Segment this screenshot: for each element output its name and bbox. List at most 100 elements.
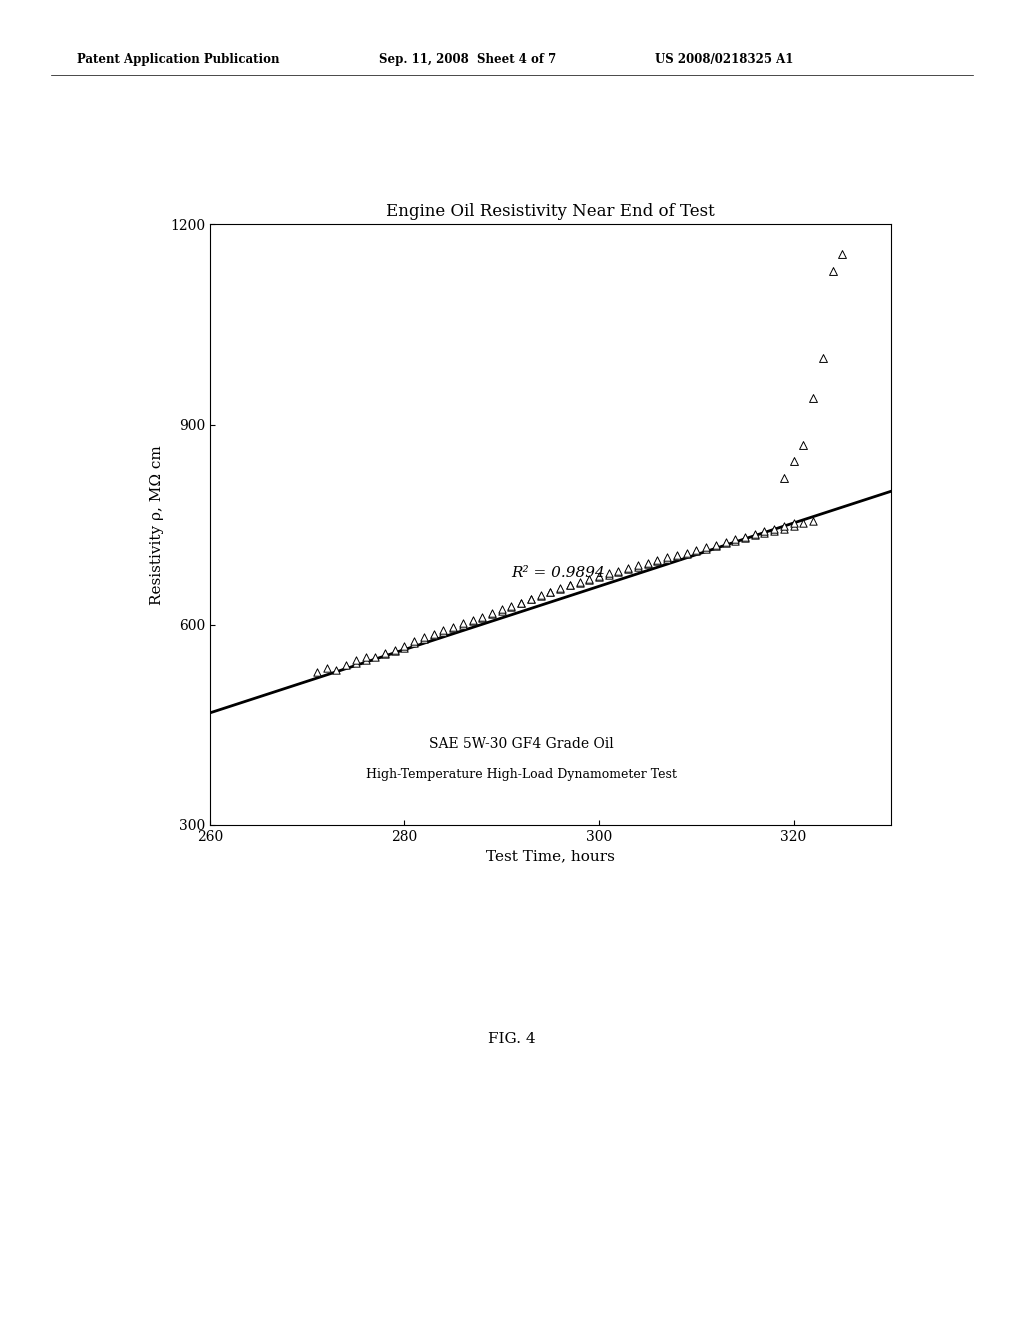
Text: US 2008/0218325 A1: US 2008/0218325 A1 bbox=[655, 53, 794, 66]
Point bbox=[708, 536, 724, 557]
Point bbox=[445, 618, 462, 639]
Point bbox=[416, 627, 432, 648]
Point bbox=[523, 589, 540, 610]
Point bbox=[835, 244, 851, 265]
Point bbox=[571, 572, 588, 593]
Point bbox=[504, 595, 520, 616]
Point bbox=[815, 347, 831, 368]
Point bbox=[659, 548, 676, 569]
Point bbox=[805, 387, 821, 408]
Point bbox=[407, 632, 423, 653]
Point bbox=[621, 558, 637, 579]
Point bbox=[368, 647, 384, 668]
Point bbox=[630, 554, 646, 576]
Point bbox=[630, 556, 646, 577]
Point bbox=[698, 537, 715, 558]
Point bbox=[532, 586, 549, 607]
Point bbox=[357, 649, 374, 671]
Point bbox=[766, 520, 782, 541]
Point bbox=[737, 527, 754, 548]
Point bbox=[543, 582, 559, 603]
Point bbox=[718, 532, 734, 553]
Point bbox=[621, 557, 637, 578]
Point bbox=[562, 574, 579, 595]
Point bbox=[785, 516, 802, 537]
Point bbox=[669, 545, 685, 566]
Text: FIG. 4: FIG. 4 bbox=[488, 1032, 536, 1045]
Point bbox=[426, 624, 442, 645]
Point bbox=[329, 659, 345, 680]
Point bbox=[426, 623, 442, 644]
Point bbox=[504, 597, 520, 618]
Point bbox=[727, 531, 743, 552]
Point bbox=[484, 603, 501, 624]
Point bbox=[396, 638, 413, 659]
Point bbox=[582, 569, 598, 590]
Point bbox=[776, 516, 793, 537]
Point bbox=[805, 510, 821, 531]
Point bbox=[571, 572, 588, 593]
Point bbox=[757, 523, 773, 544]
Point bbox=[796, 512, 812, 533]
Text: SAE 5W-30 GF4 Grade Oil: SAE 5W-30 GF4 Grade Oil bbox=[429, 738, 613, 751]
Point bbox=[708, 535, 724, 556]
Point bbox=[552, 578, 568, 599]
Point bbox=[776, 467, 793, 488]
Point bbox=[776, 519, 793, 540]
Point bbox=[649, 550, 666, 572]
Point bbox=[377, 643, 393, 664]
Point bbox=[688, 541, 705, 562]
Point bbox=[445, 616, 462, 638]
Point bbox=[600, 564, 616, 585]
Point bbox=[387, 640, 403, 661]
Point bbox=[387, 642, 403, 663]
Point bbox=[455, 614, 471, 635]
Point bbox=[348, 652, 365, 673]
Point bbox=[610, 560, 627, 581]
Point bbox=[435, 619, 452, 640]
Point bbox=[494, 599, 510, 620]
Point bbox=[698, 539, 715, 560]
Point bbox=[591, 565, 607, 586]
Point bbox=[688, 540, 705, 561]
Point bbox=[562, 576, 579, 597]
Point bbox=[679, 544, 695, 565]
Title: Engine Oil Resistivity Near End of Test: Engine Oil Resistivity Near End of Test bbox=[386, 203, 715, 220]
Point bbox=[649, 549, 666, 570]
Point bbox=[796, 434, 812, 455]
Point bbox=[824, 260, 841, 281]
Text: Sep. 11, 2008  Sheet 4 of 7: Sep. 11, 2008 Sheet 4 of 7 bbox=[379, 53, 556, 66]
Point bbox=[640, 553, 656, 574]
Point bbox=[727, 529, 743, 550]
Point bbox=[757, 521, 773, 543]
Point bbox=[484, 603, 501, 624]
Point bbox=[523, 589, 540, 610]
Point bbox=[474, 607, 490, 628]
Point bbox=[640, 552, 656, 573]
Point bbox=[513, 593, 529, 614]
Text: High-Temperature High-Load Dynamometer Test: High-Temperature High-Load Dynamometer T… bbox=[366, 768, 677, 781]
Point bbox=[513, 593, 529, 614]
Point bbox=[357, 647, 374, 668]
Point bbox=[610, 561, 627, 582]
Point bbox=[737, 528, 754, 549]
Point bbox=[785, 450, 802, 471]
Point bbox=[785, 512, 802, 533]
Point bbox=[659, 546, 676, 568]
Point bbox=[348, 649, 365, 671]
Point bbox=[416, 628, 432, 649]
Point bbox=[338, 655, 354, 676]
Point bbox=[746, 524, 763, 545]
Point bbox=[377, 644, 393, 665]
Point bbox=[582, 569, 598, 590]
Point bbox=[309, 661, 326, 682]
Text: Patent Application Publication: Patent Application Publication bbox=[77, 53, 280, 66]
Point bbox=[543, 582, 559, 603]
Point bbox=[396, 636, 413, 657]
Point bbox=[435, 622, 452, 643]
Point bbox=[474, 606, 490, 627]
Point bbox=[591, 566, 607, 587]
Point bbox=[532, 585, 549, 606]
Point bbox=[679, 543, 695, 564]
Point bbox=[669, 544, 685, 565]
